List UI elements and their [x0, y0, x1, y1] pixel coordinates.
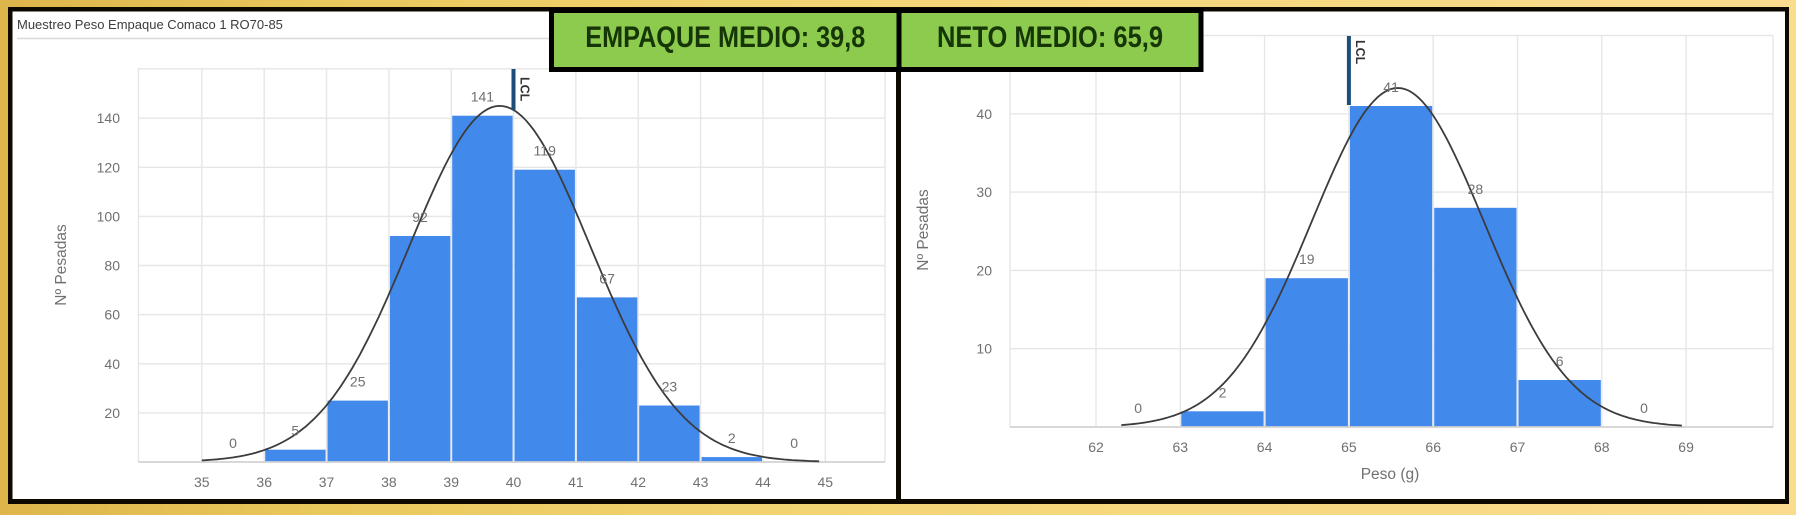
svg-text:120: 120: [97, 159, 121, 175]
svg-text:10: 10: [976, 341, 992, 357]
svg-text:LCL: LCL: [518, 77, 532, 102]
svg-text:41: 41: [1383, 79, 1399, 95]
svg-text:0: 0: [1640, 400, 1648, 416]
svg-text:40: 40: [506, 474, 522, 490]
svg-text:37: 37: [319, 474, 335, 490]
svg-text:5: 5: [291, 423, 299, 439]
svg-text:Peso (g): Peso (g): [1361, 466, 1420, 483]
svg-text:Nº Pesadas: Nº Pesadas: [915, 189, 932, 271]
svg-text:2: 2: [1219, 384, 1227, 400]
svg-text:40: 40: [104, 356, 120, 372]
svg-text:100: 100: [97, 208, 121, 224]
svg-text:44: 44: [755, 474, 771, 490]
svg-text:60: 60: [104, 307, 120, 323]
svg-text:20: 20: [104, 405, 120, 421]
svg-text:42: 42: [630, 474, 646, 490]
svg-text:38: 38: [381, 474, 397, 490]
svg-text:62: 62: [1088, 439, 1104, 455]
svg-text:40: 40: [976, 106, 992, 122]
svg-text:28: 28: [1468, 181, 1484, 197]
svg-text:92: 92: [412, 209, 428, 225]
svg-text:0: 0: [229, 435, 237, 451]
svg-text:23: 23: [662, 379, 678, 395]
svg-text:NETO MEDIO: 65,9: NETO MEDIO: 65,9: [937, 21, 1163, 54]
svg-text:69: 69: [1678, 439, 1694, 455]
svg-text:140: 140: [97, 110, 121, 126]
svg-text:67: 67: [599, 270, 615, 286]
svg-text:35: 35: [194, 474, 210, 490]
svg-text:20: 20: [976, 262, 992, 278]
svg-text:41: 41: [568, 474, 584, 490]
svg-text:64: 64: [1257, 439, 1273, 455]
svg-text:65: 65: [1341, 439, 1357, 455]
svg-text:36: 36: [256, 474, 272, 490]
svg-text:67: 67: [1510, 439, 1526, 455]
svg-text:68: 68: [1594, 439, 1610, 455]
svg-text:141: 141: [471, 89, 495, 105]
svg-text:43: 43: [693, 474, 709, 490]
svg-text:30: 30: [976, 184, 992, 200]
svg-text:6: 6: [1556, 353, 1564, 369]
svg-text:66: 66: [1425, 439, 1441, 455]
svg-text:EMPAQUE MEDIO: 39,8: EMPAQUE MEDIO: 39,8: [585, 21, 865, 54]
svg-text:80: 80: [104, 258, 120, 274]
svg-text:19: 19: [1299, 251, 1315, 267]
svg-text:25: 25: [350, 374, 366, 390]
svg-text:0: 0: [1134, 400, 1142, 416]
svg-text:39: 39: [443, 474, 459, 490]
svg-text:119: 119: [534, 143, 557, 159]
svg-text:63: 63: [1173, 439, 1189, 455]
svg-text:45: 45: [818, 474, 834, 490]
svg-text:Muestreo Peso Empaque Comaco 1: Muestreo Peso Empaque Comaco 1 RO70-85: [17, 17, 283, 32]
svg-text:Nº Pesadas: Nº Pesadas: [53, 224, 70, 306]
svg-text:0: 0: [790, 435, 798, 451]
svg-text:LCL: LCL: [1353, 40, 1367, 65]
svg-text:2: 2: [728, 430, 736, 446]
